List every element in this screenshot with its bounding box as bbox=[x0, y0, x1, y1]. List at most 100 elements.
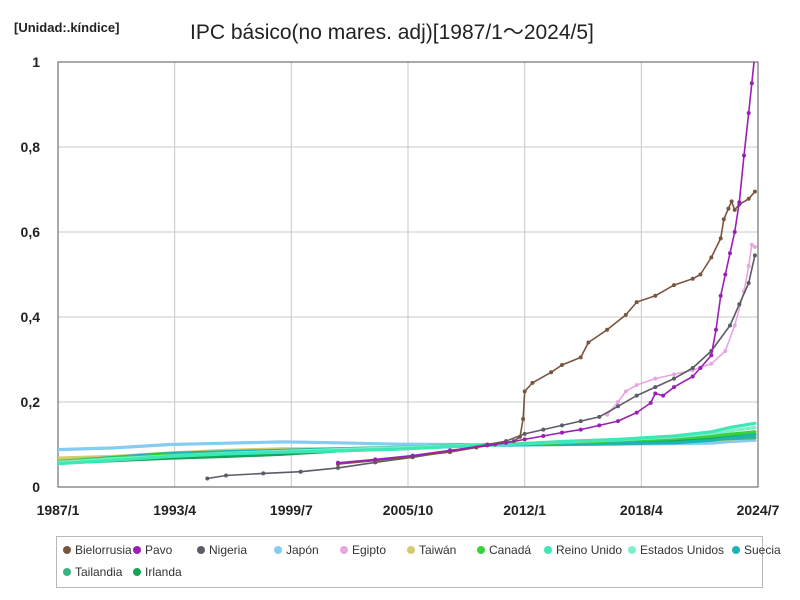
data-point bbox=[698, 272, 703, 277]
data-point bbox=[746, 281, 751, 285]
data-point bbox=[672, 372, 676, 377]
x-tick-label: 1999/7 bbox=[270, 502, 313, 518]
data-point bbox=[752, 189, 757, 194]
data-point bbox=[634, 393, 639, 398]
data-point bbox=[653, 391, 658, 396]
data-point bbox=[597, 414, 602, 419]
x-tick-label: 2018/4 bbox=[620, 502, 663, 518]
data-point bbox=[336, 465, 340, 470]
legend-item-egipto: Egipto bbox=[340, 543, 386, 557]
data-point bbox=[737, 302, 742, 307]
legend-item-canadá: Canadá bbox=[477, 543, 531, 557]
data-point bbox=[732, 323, 737, 328]
data-point bbox=[298, 469, 303, 474]
series-bielorrusia bbox=[336, 189, 757, 467]
chart-title: IPC básico(no mares. adj)[1987/1～2024/5] bbox=[190, 21, 594, 44]
data-point bbox=[578, 427, 583, 432]
data-point bbox=[709, 255, 714, 260]
data-point bbox=[521, 417, 526, 421]
y-tick-label: 0 bbox=[32, 479, 40, 495]
series-line bbox=[58, 421, 757, 466]
data-point bbox=[709, 361, 714, 366]
legend-item-taiwán: Taiwán bbox=[407, 543, 456, 557]
data-point bbox=[653, 385, 658, 390]
y-tick-label: 1 bbox=[32, 54, 40, 70]
data-point bbox=[690, 374, 695, 379]
data-point bbox=[672, 283, 676, 288]
grid bbox=[57, 61, 759, 488]
data-point bbox=[723, 272, 728, 277]
data-point bbox=[698, 366, 703, 370]
data-point bbox=[718, 236, 723, 241]
data-point bbox=[661, 393, 666, 398]
data-point bbox=[690, 366, 695, 370]
legend-label: Bielorrusia bbox=[75, 543, 132, 557]
legend-label: Reino Unido bbox=[556, 543, 623, 557]
legend-label: Egipto bbox=[352, 543, 387, 557]
axes: 0 0,2 0,4 0,6 0,8 1 1987/1 1993/4 1999/7 2005/10 2… bbox=[21, 54, 780, 518]
x-tick-label: 2024/7 bbox=[737, 502, 780, 518]
data-point bbox=[723, 349, 728, 353]
data-point bbox=[616, 404, 620, 409]
legend-item-pavo: Pavo bbox=[133, 543, 172, 557]
data-point bbox=[737, 200, 742, 205]
data-point bbox=[336, 460, 340, 465]
data-point bbox=[714, 327, 718, 332]
data-point bbox=[746, 111, 751, 115]
data-point bbox=[541, 434, 546, 438]
legend: Bielorrusia Pavo Nigeria Japón Egipto Taiwán C… bbox=[56, 536, 781, 588]
unit-label: [Unidad:.kíndice] bbox=[14, 20, 120, 35]
data-point bbox=[728, 251, 732, 256]
series-egipto bbox=[605, 242, 757, 417]
legend-marker bbox=[544, 545, 552, 554]
data-point bbox=[749, 81, 754, 86]
legend-marker bbox=[274, 545, 282, 554]
legend-label: Japón bbox=[286, 543, 319, 557]
data-point bbox=[522, 389, 527, 394]
data-point bbox=[718, 293, 723, 298]
data-point bbox=[205, 476, 210, 481]
legend-label: Suecia bbox=[744, 543, 781, 557]
legend-label: Canadá bbox=[489, 543, 532, 557]
legend-item-irlanda: Irlanda bbox=[133, 565, 182, 579]
legend-marker bbox=[133, 545, 141, 554]
y-tick-label: 0,6 bbox=[21, 224, 41, 240]
data-point bbox=[726, 206, 731, 211]
x-tick-label: 2005/10 bbox=[383, 502, 434, 518]
data-point bbox=[605, 327, 610, 332]
legend-marker bbox=[63, 545, 71, 554]
data-point bbox=[732, 230, 737, 234]
legend-marker bbox=[340, 545, 348, 554]
data-point bbox=[634, 300, 639, 305]
x-tick-label: 1993/4 bbox=[153, 502, 196, 518]
legend-label: Tailandia bbox=[75, 565, 123, 579]
data-point bbox=[729, 199, 734, 204]
data-point bbox=[752, 244, 757, 249]
series-line bbox=[606, 244, 756, 416]
legend-item-estados-unidos: Estados Unidos bbox=[628, 543, 724, 557]
legend-label: Pavo bbox=[145, 543, 173, 557]
data-point bbox=[653, 293, 658, 298]
legend-item-reino-unido: Reino Unido bbox=[544, 543, 622, 557]
plot-area-border bbox=[57, 61, 759, 488]
series-layer bbox=[58, 62, 757, 481]
y-tick-label: 0,4 bbox=[21, 309, 41, 325]
series-reino-unido bbox=[58, 421, 757, 466]
legend-label: Nigeria bbox=[209, 543, 248, 557]
data-point bbox=[634, 410, 639, 415]
legend-item-tailandia: Tailandia bbox=[63, 565, 122, 579]
legend-label: Estados Unidos bbox=[640, 543, 725, 557]
legend-marker bbox=[628, 545, 636, 554]
data-point bbox=[560, 363, 564, 367]
data-point bbox=[586, 340, 591, 345]
data-point bbox=[749, 242, 754, 247]
y-tick-label: 0,2 bbox=[21, 394, 41, 410]
legend-label: Taiwán bbox=[419, 543, 457, 557]
series-line bbox=[337, 62, 755, 464]
data-point bbox=[560, 423, 564, 428]
data-point bbox=[728, 323, 732, 328]
data-point bbox=[518, 434, 522, 439]
x-tick-label: 2012/1 bbox=[503, 502, 546, 518]
legend-marker bbox=[477, 545, 485, 554]
